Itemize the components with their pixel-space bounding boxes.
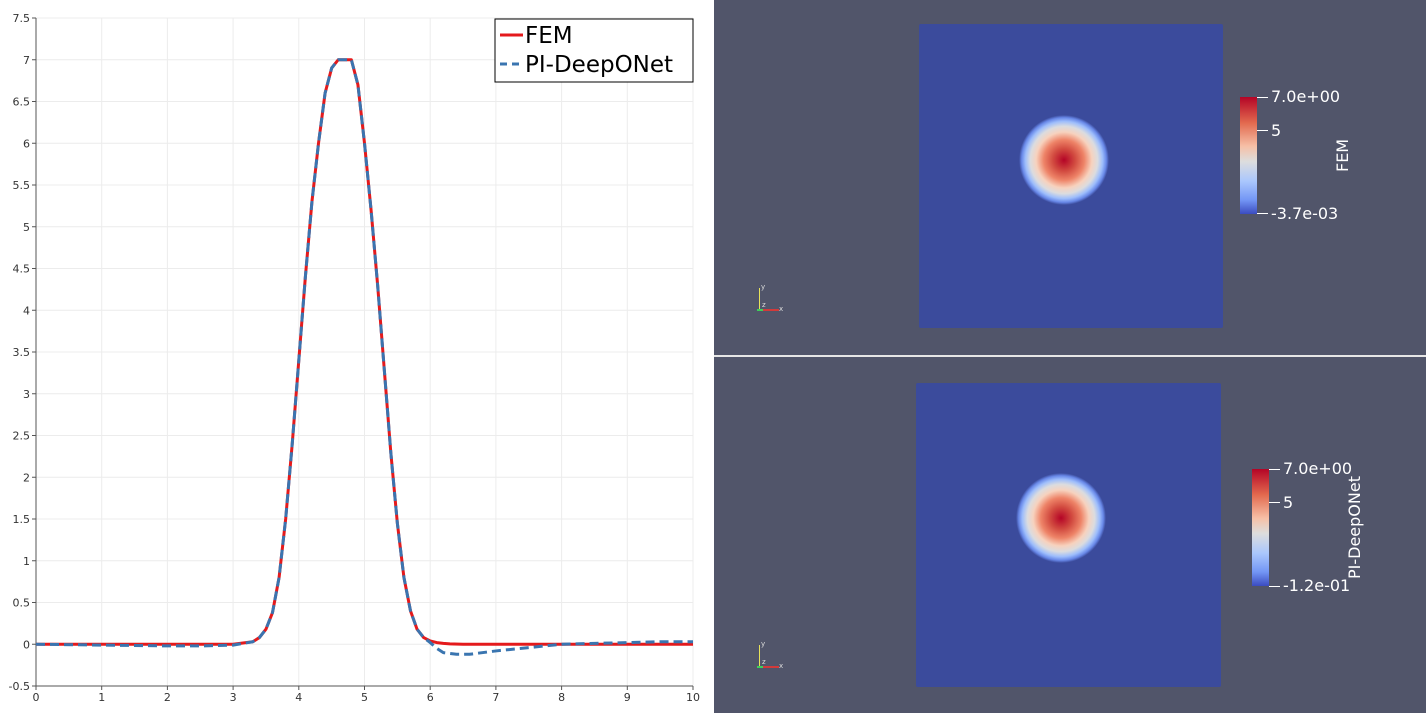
y-axis-label: y bbox=[761, 283, 766, 291]
fem-colorbar bbox=[1240, 97, 1257, 214]
pi-deeponet-colorbar-mid-tick bbox=[1269, 502, 1280, 503]
y-tick-label: 5.5 bbox=[13, 179, 31, 192]
orientation-axes-widget: y x z bbox=[756, 284, 790, 318]
fem-colorbar-title: FEM bbox=[1333, 138, 1352, 172]
line-chart-panel: 0 1 2 3 4 5 6 7 8 9 10 -0.5 0 0.5 1 1.5 2 2.5 3 3.5 4 4.5 5 5.5… bbox=[8, 12, 700, 704]
x-tick-label: 8 bbox=[558, 691, 565, 704]
x-axis-label: x bbox=[779, 305, 784, 313]
y-tick-label: 5 bbox=[23, 221, 30, 234]
z-axis-label: z bbox=[762, 301, 766, 309]
z-axis-arrow bbox=[757, 309, 763, 311]
pi-deeponet-colorbar-min-tick bbox=[1269, 586, 1280, 587]
y-tick-label: 1 bbox=[23, 555, 30, 568]
legend-box bbox=[494, 18, 694, 83]
y-axis-arrow bbox=[759, 645, 760, 667]
y-tick-label: 3.5 bbox=[13, 346, 31, 359]
pi-deeponet-peak-blob bbox=[1016, 473, 1106, 563]
pi-deeponet-colorbar-mid-label: 5 bbox=[1283, 493, 1294, 512]
y-tick-label: 4 bbox=[23, 304, 30, 317]
x-tick-label: 5 bbox=[361, 691, 368, 704]
fem-colorbar-min-tick bbox=[1257, 213, 1268, 214]
pi-deeponet-colorbar bbox=[1252, 469, 1269, 586]
fem-render-view[interactable]: 7.0e+00 5 -3.7e-03 FEM y x z bbox=[714, 0, 1426, 355]
y-tick-label: 6 bbox=[23, 137, 30, 150]
y-tick-label: 7.5 bbox=[13, 12, 31, 25]
x-tick-label: 10 bbox=[686, 691, 700, 704]
y-tick-label: 4.5 bbox=[13, 263, 31, 276]
x-axis-arrow bbox=[759, 309, 779, 311]
pi-deeponet-render-view[interactable]: 7.0e+00 5 -1.2e-01 PI-DeepONet y x z bbox=[714, 357, 1426, 713]
fem-colorbar-max-tick bbox=[1257, 97, 1268, 98]
fem-colorbar-mid-label: 5 bbox=[1271, 121, 1282, 140]
fem-colorbar-mid-tick bbox=[1257, 130, 1268, 131]
view-splitter[interactable] bbox=[714, 355, 1426, 357]
y-axis-arrow bbox=[759, 288, 760, 310]
z-axis-arrow bbox=[757, 666, 763, 668]
x-tick-label: 4 bbox=[295, 691, 302, 704]
pi-deeponet-colorbar-min-label: -1.2e-01 bbox=[1283, 576, 1351, 595]
x-tick-label: 0 bbox=[33, 691, 40, 704]
y-axis-label: y bbox=[761, 640, 766, 648]
axes: 0 1 2 3 4 5 6 7 8 9 10-0.500.511.522.533.544.555.5… bbox=[9, 12, 700, 704]
y-tick-label: 3 bbox=[23, 388, 30, 401]
x-tick-label: 9 bbox=[624, 691, 631, 704]
series-layer bbox=[35, 58, 693, 656]
x-tick-label: 3 bbox=[230, 691, 237, 704]
y-tick-label: 2 bbox=[23, 471, 30, 484]
pi-deeponet-colorbar-title: PI-DeepONet bbox=[1345, 476, 1364, 579]
x-tick-label: 7 bbox=[492, 691, 499, 704]
y-tick-label: 6.5 bbox=[13, 96, 31, 109]
x-tick-label: 1 bbox=[98, 691, 105, 704]
y-tick-label: 0.5 bbox=[13, 597, 31, 610]
y-tick-label: 2.5 bbox=[13, 430, 31, 443]
y-tick-label: 0 bbox=[23, 638, 30, 651]
line-chart: 0 1 2 3 4 5 6 7 8 9 10-0.500.511.522.533.544.555.5… bbox=[9, 12, 700, 704]
x-axis-arrow bbox=[759, 666, 779, 668]
y-tick-label: 1.5 bbox=[13, 513, 31, 526]
fem-colorbar-min-label: -3.7e-03 bbox=[1271, 204, 1339, 223]
pi-deeponet-colorbar-max-label: 7.0e+00 bbox=[1283, 459, 1353, 478]
z-axis-label: z bbox=[762, 658, 766, 666]
x-tick-label: 6 bbox=[427, 691, 434, 704]
x-axis-label: x bbox=[779, 662, 784, 670]
orientation-axes-widget: y x z bbox=[756, 641, 790, 675]
y-tick-label: -0.5 bbox=[9, 680, 30, 693]
legend: FEM PI-DeepONet bbox=[494, 18, 694, 83]
fem-colorbar-max-label: 7.0e+00 bbox=[1271, 87, 1341, 106]
y-tick-label: 7 bbox=[23, 54, 30, 67]
x-tick-label: 2 bbox=[164, 691, 171, 704]
series-line-pi-deeponet bbox=[35, 58, 693, 656]
legend-label: FEM bbox=[525, 23, 573, 49]
grid bbox=[35, 17, 694, 687]
legend-label: PI-DeepONet bbox=[525, 52, 673, 78]
pi-deeponet-colorbar-max-tick bbox=[1269, 469, 1280, 470]
fem-peak-blob bbox=[1019, 115, 1109, 205]
